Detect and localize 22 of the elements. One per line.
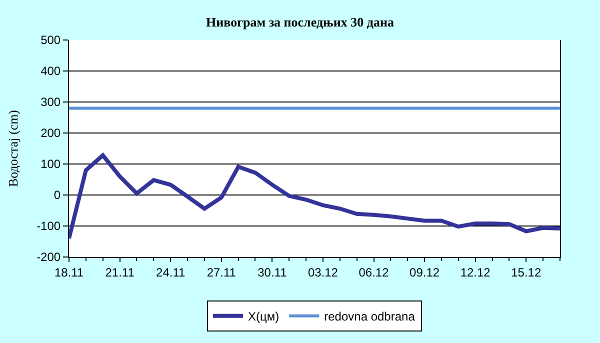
x-tick-label: 15.12 — [511, 265, 542, 280]
legend-label: redovna odbrana — [324, 310, 416, 324]
y-tick-label: 500 — [40, 33, 61, 48]
y-tick-label: -100 — [36, 219, 61, 234]
x-tick-label: 06.12 — [358, 265, 390, 280]
y-tick-label: 0 — [54, 188, 61, 202]
y-tick-label: 400 — [40, 64, 61, 78]
y-tick-label: 100 — [40, 157, 61, 172]
legend-label: X(цм) — [248, 310, 280, 324]
x-tick-label: 12.12 — [460, 265, 491, 280]
x-tick-label: 27.11 — [206, 265, 236, 280]
chart-title: Нивограм за последњих 30 дана — [206, 14, 394, 30]
y-tick-label: 300 — [40, 95, 61, 110]
x-tick-label: 03.12 — [308, 265, 338, 280]
x-tick-label: 21.11 — [105, 265, 135, 280]
y-axis-title: Водостај (cm) — [6, 110, 21, 188]
x-tick-label: 30.11 — [258, 265, 288, 280]
y-tick-label: 200 — [40, 126, 61, 140]
x-tick-label: 24.11 — [156, 265, 186, 280]
x-tick-label: 09.12 — [410, 265, 440, 280]
y-tick-label: -200 — [36, 250, 61, 264]
x-tick-label: 18.11 — [54, 265, 84, 280]
